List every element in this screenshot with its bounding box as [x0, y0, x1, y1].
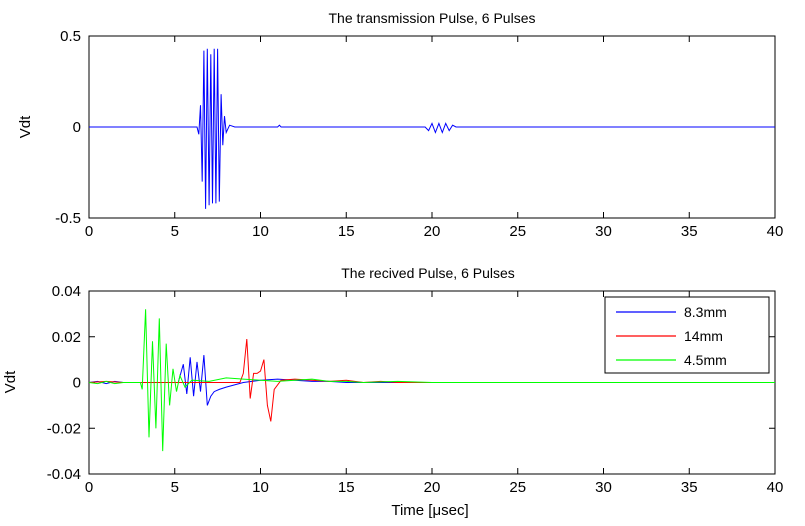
received-series-line-4-5mm	[88, 309, 775, 452]
transmission-x-tick-label: 10	[252, 223, 269, 240]
received-legend: 8.3mm 14mm 4.5mm	[604, 296, 770, 374]
legend-label: 14mm	[684, 328, 723, 344]
received-x-tick-label: 5	[171, 479, 179, 496]
received-x-tick-label: 35	[681, 479, 698, 496]
transmission-pulse-axes: The transmission Pulse, 6 Pulses Vdt 0 5 1…	[17, 10, 783, 240]
transmission-y-tick-label: 0	[73, 119, 81, 136]
received-x-tick-label: 20	[424, 479, 441, 496]
transmission-series	[89, 48, 775, 209]
transmission-y-tick-label: 0.5	[60, 28, 81, 45]
received-x-tick-label: 25	[509, 479, 526, 496]
received-x-axis-label: Time [μsec]	[391, 502, 468, 519]
received-x-tick-label: 15	[338, 479, 355, 496]
transmission-chart-title: The transmission Pulse, 6 Pulses	[329, 10, 536, 26]
legend-label: 4.5mm	[684, 352, 727, 368]
received-x-tick-label: 30	[595, 479, 612, 496]
transmission-x-tick-label: 15	[338, 223, 355, 240]
transmission-x-tick-label: 40	[767, 223, 784, 240]
transmission-x-tick-label: 35	[681, 223, 698, 240]
transmission-x-tick-label: 30	[595, 223, 612, 240]
transmission-x-tick-label: 5	[171, 223, 179, 240]
transmission-ticks: 0 5 10 15 20 25 30 35 40-0.500.5	[55, 28, 783, 240]
received-series-line-14mm	[88, 338, 775, 422]
transmission-x-tick-label: 25	[509, 223, 526, 240]
legend-label: 8.3mm	[684, 304, 727, 320]
received-y-tick-label: -0.02	[47, 420, 81, 437]
transmission-x-tick-label: 20	[424, 223, 441, 240]
received-ticks: 0 5 10 15 20 25 30 35 40 -0.04 -0.02 0 0.02 0.04	[47, 283, 784, 496]
received-series	[88, 309, 775, 452]
received-x-tick-label: 10	[252, 479, 269, 496]
received-y-axis-label: Vdt	[2, 370, 19, 393]
received-pulse-axes: The recived Pulse, 6 Pulses Vdt Time [μs…	[2, 265, 783, 519]
received-y-tick-label: 0.02	[52, 329, 81, 346]
received-y-tick-label: 0.04	[52, 283, 81, 300]
received-chart-title: The recived Pulse, 6 Pulses	[341, 265, 515, 281]
transmission-x-tick-label: 0	[85, 223, 93, 240]
received-x-tick-label: 0	[85, 479, 93, 496]
received-y-tick-label: 0	[73, 375, 81, 392]
transmission-y-tick-label: -0.5	[55, 210, 81, 227]
received-x-tick-label: 40	[767, 479, 784, 496]
received-y-tick-label: -0.04	[47, 466, 81, 483]
transmission-y-axis-label: Vdt	[17, 115, 34, 138]
transmission-series-line-0	[89, 48, 775, 209]
